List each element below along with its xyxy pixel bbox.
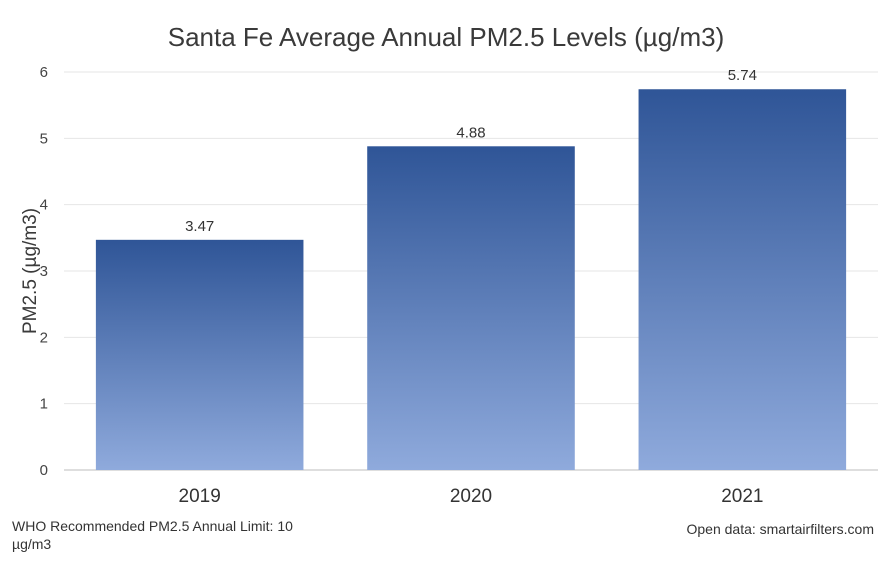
x-tick-label-2020: 2020 <box>450 486 492 507</box>
y-tick-label: 4 <box>40 197 48 214</box>
data-label-2019: 3.47 <box>185 218 214 235</box>
y-tick-label: 6 <box>40 64 48 81</box>
bar-2021 <box>638 89 847 470</box>
y-tick-label: 0 <box>40 462 48 479</box>
x-axis-ticks: 2019 2020 2021 <box>179 486 764 507</box>
y-tick-label: 3 <box>40 263 48 280</box>
chart-title: Santa Fe Average Annual PM2.5 Levels (µg… <box>168 22 725 52</box>
data-labels: 3.47 4.88 5.74 <box>185 67 757 235</box>
x-tick-label-2019: 2019 <box>179 486 221 507</box>
data-label-2020: 4.88 <box>456 124 485 141</box>
x-tick-label-2021: 2021 <box>721 486 763 507</box>
data-label-2021: 5.74 <box>728 67 757 84</box>
y-axis-label: PM2.5 (µg/m3) <box>20 208 41 334</box>
bars <box>95 89 847 470</box>
data-source: Open data: smartairfilters.com <box>686 521 874 537</box>
y-axis-ticks: 0 1 2 3 4 5 6 <box>40 64 48 479</box>
y-tick-label: 2 <box>40 329 48 346</box>
who-limit-note: WHO Recommended PM2.5 Annual Limit: 10 µ… <box>12 518 293 552</box>
y-tick-label: 1 <box>40 396 48 413</box>
bar-2020 <box>367 146 575 470</box>
y-tick-label: 5 <box>40 130 48 147</box>
bar-2019 <box>95 239 304 470</box>
